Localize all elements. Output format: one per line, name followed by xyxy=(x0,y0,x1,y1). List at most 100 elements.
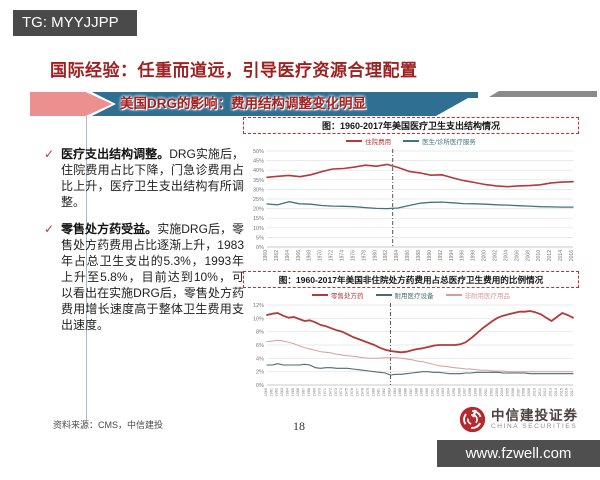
svg-text:1977: 1977 xyxy=(355,388,359,396)
svg-text:2002: 2002 xyxy=(493,250,499,261)
svg-text:35%: 35% xyxy=(253,178,264,184)
svg-text:1970: 1970 xyxy=(318,388,322,396)
svg-text:1981: 1981 xyxy=(377,388,381,396)
svg-text:2004: 2004 xyxy=(503,250,509,261)
svg-text:1978: 1978 xyxy=(361,388,365,396)
svg-text:1968: 1968 xyxy=(307,250,313,261)
svg-text:2000: 2000 xyxy=(479,388,483,396)
svg-text:1987: 1987 xyxy=(409,388,413,396)
svg-text:1994: 1994 xyxy=(447,388,451,396)
chart-title-box: 图：1960-2017年美国医疗卫生支出结构情况 xyxy=(243,117,579,134)
legend-label: 非耐用医疗用品 xyxy=(464,293,511,300)
svg-text:1960: 1960 xyxy=(263,250,269,261)
legend-label: 住院费用 xyxy=(365,139,392,146)
svg-text:1984: 1984 xyxy=(394,250,400,261)
svg-text:2008: 2008 xyxy=(525,250,531,261)
svg-text:1971: 1971 xyxy=(323,388,327,396)
svg-text:2002: 2002 xyxy=(489,388,493,396)
bullet-body: 实施DRG后，零售处方药费用占比逐渐上升，1983年占总卫生支出的5.3%，19… xyxy=(61,222,244,332)
chart-expenditure-structure: 图：1960-2017年美国医疗卫生支出结构情况 住院费用 医生/诊所医疗服务 0… xyxy=(243,117,579,265)
svg-text:1993: 1993 xyxy=(441,388,445,396)
legend-item: 零售处方药 xyxy=(312,290,364,300)
svg-text:2004: 2004 xyxy=(500,388,504,396)
svg-text:1999: 1999 xyxy=(473,388,477,396)
svg-text:1992: 1992 xyxy=(436,388,440,396)
site-watermark: www.fzwell.com xyxy=(437,440,600,467)
svg-text:1976: 1976 xyxy=(350,250,356,261)
legend-swatch xyxy=(403,140,420,142)
chart-rx-share: 图：1960-2017年美国非住院处方药费用占总医疗卫生费用的比例情况 零售处方… xyxy=(243,271,579,401)
bullet-lead: 零售处方药受益。 xyxy=(61,222,158,236)
svg-text:1982: 1982 xyxy=(382,388,386,396)
svg-text:1967: 1967 xyxy=(302,388,306,396)
svg-text:1970: 1970 xyxy=(318,250,324,261)
svg-text:1986: 1986 xyxy=(404,388,408,396)
chart-plot-area: 0% 2% 4% 6% 8% 10% 12% 1960 1961 1962 1963 1964 1965… xyxy=(243,301,579,401)
svg-text:15%: 15% xyxy=(253,216,264,222)
svg-text:2017: 2017 xyxy=(570,388,574,396)
chart-title: 图：1960-2017年美国非住院处方药费用占总医疗卫生费用的比例情况 xyxy=(278,274,544,285)
legend-swatch xyxy=(375,294,392,296)
legend-item: 非耐用医疗用品 xyxy=(445,290,511,300)
svg-text:1960: 1960 xyxy=(264,388,268,396)
citic-logo: 中信建投证券 CHINA SECURITIES xyxy=(459,406,578,433)
svg-text:2006: 2006 xyxy=(511,388,515,396)
banner-ribbon-tail xyxy=(489,91,597,97)
svg-text:1985: 1985 xyxy=(398,388,402,396)
citic-logo-icon xyxy=(459,406,486,433)
page-number: 18 xyxy=(293,419,305,433)
svg-text:2014: 2014 xyxy=(554,388,558,396)
svg-text:1989: 1989 xyxy=(420,388,424,396)
bullet-medical-structure: ✓ 医疗支出结构调整。DRG实施后，住院费用占比下降，门急诊费用占比上升，医疗卫… xyxy=(44,146,244,210)
svg-text:1998: 1998 xyxy=(468,388,472,396)
svg-text:1990: 1990 xyxy=(427,250,433,261)
legend-label: 耐用医疗设备 xyxy=(394,293,434,300)
svg-text:0%: 0% xyxy=(256,383,264,389)
svg-text:1964: 1964 xyxy=(285,388,289,396)
svg-text:50%: 50% xyxy=(253,149,264,155)
svg-text:1992: 1992 xyxy=(438,250,444,261)
svg-text:1997: 1997 xyxy=(463,388,467,396)
svg-text:1980: 1980 xyxy=(371,388,375,396)
chart-title: 图：1960-2017年美国医疗卫生支出结构情况 xyxy=(321,121,501,131)
svg-text:1965: 1965 xyxy=(291,388,295,396)
svg-text:2009: 2009 xyxy=(527,388,531,396)
source-note: 资料来源：CMS，中信建投 xyxy=(53,420,164,430)
svg-text:40%: 40% xyxy=(253,168,264,174)
svg-text:1996: 1996 xyxy=(457,388,461,396)
svg-text:1962: 1962 xyxy=(275,388,279,396)
chart-title-box: 图：1960-2017年美国非住院处方药费用占总医疗卫生费用的比例情况 xyxy=(243,271,579,288)
svg-text:30%: 30% xyxy=(253,187,264,193)
legend-swatch xyxy=(346,140,363,142)
left-divider-line xyxy=(86,116,87,420)
svg-text:0%: 0% xyxy=(256,245,264,251)
svg-text:1982: 1982 xyxy=(383,250,389,261)
svg-text:1995: 1995 xyxy=(452,388,456,396)
bullet-lead: 医疗支出结构调整。 xyxy=(61,147,170,161)
svg-text:2008: 2008 xyxy=(522,388,526,396)
svg-text:4%: 4% xyxy=(256,356,264,362)
svg-text:1962: 1962 xyxy=(274,250,280,261)
chart-legend: 住院费用 医生/诊所医疗服务 xyxy=(243,135,579,147)
svg-text:1979: 1979 xyxy=(366,388,370,396)
svg-text:1990: 1990 xyxy=(425,388,429,396)
chart-legend: 零售处方药 耐用医疗设备 非耐用医疗用品 xyxy=(243,289,579,301)
legend-item: 住院费用 xyxy=(346,136,391,146)
logo-subtitle: CHINA SECURITIES xyxy=(491,422,578,430)
citic-logo-text: 中信建投证券 CHINA SECURITIES xyxy=(491,408,578,431)
svg-text:20%: 20% xyxy=(253,207,264,213)
svg-text:1968: 1968 xyxy=(307,388,311,396)
svg-text:1980: 1980 xyxy=(372,250,378,261)
svg-text:2005: 2005 xyxy=(506,388,510,396)
svg-text:1972: 1972 xyxy=(328,388,332,396)
svg-text:12%: 12% xyxy=(253,303,264,309)
svg-text:2001: 2001 xyxy=(484,388,488,396)
legend-item: 医生/诊所医疗服务 xyxy=(403,136,476,146)
legend-swatch xyxy=(445,294,462,296)
bullet-body: DRG实施后，住院费用占比下降，门急诊费用占比上升，医疗卫生支出结构有所调整。 xyxy=(61,147,244,209)
svg-text:2011: 2011 xyxy=(538,388,542,396)
site-watermark-label: www.fzwell.com xyxy=(465,445,572,462)
svg-text:2014: 2014 xyxy=(558,250,564,261)
svg-text:5%: 5% xyxy=(256,235,264,241)
